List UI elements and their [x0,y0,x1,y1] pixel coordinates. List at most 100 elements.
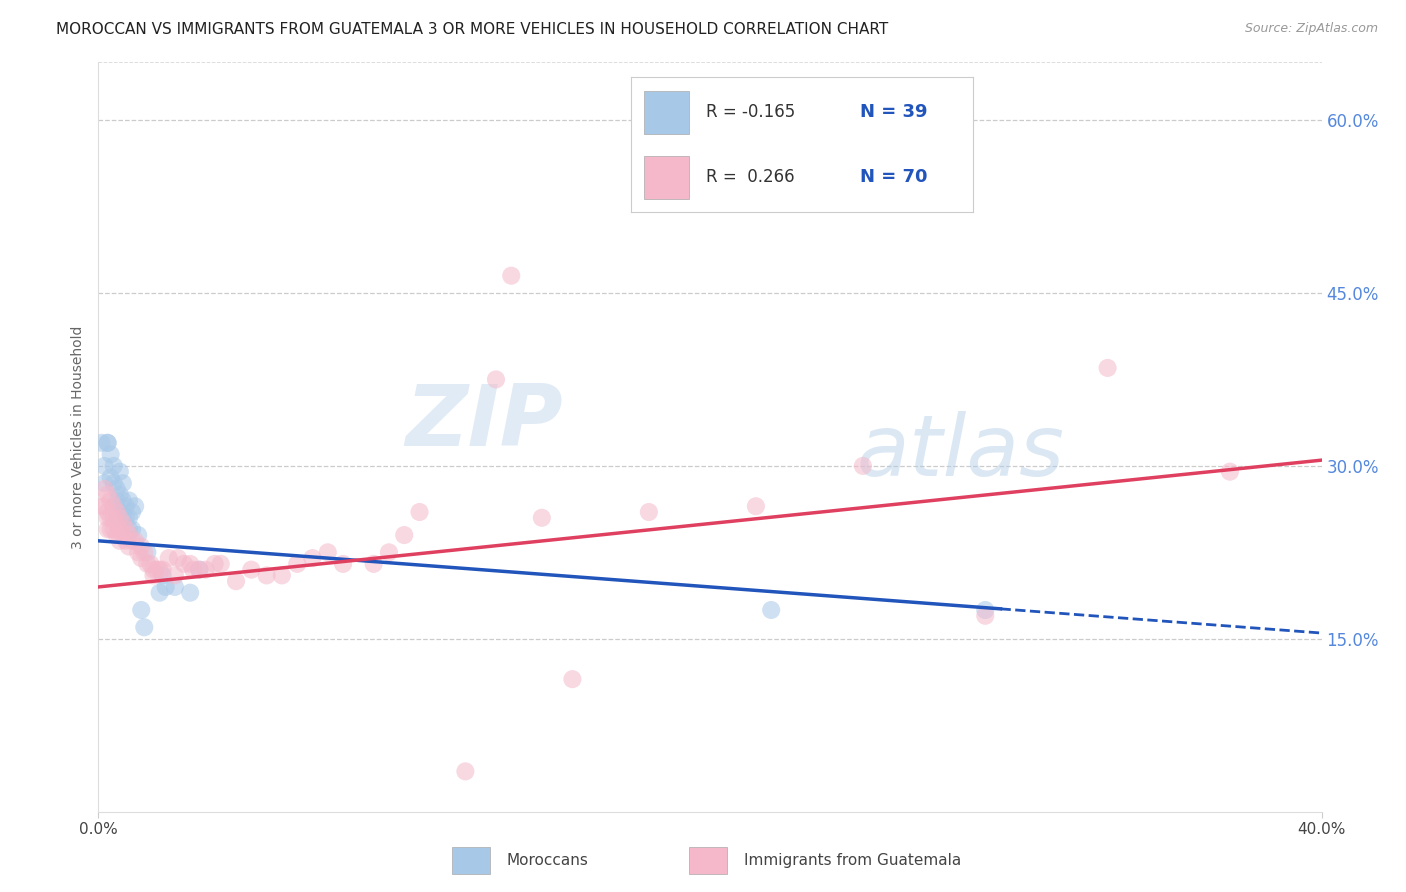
Point [124,500,146,514]
Point [974,603,997,617]
Point [108,522,131,536]
Point [103,458,125,473]
Point [105,516,128,531]
Point [103,522,125,536]
Point [134,620,156,634]
Point [136,557,159,571]
Point [127,545,149,559]
Point [93,476,115,491]
Point [530,510,553,524]
Point [124,533,146,548]
Point [111,510,134,524]
Point [111,476,134,491]
Point [301,551,323,566]
Point [103,510,125,524]
Point [1219,465,1241,479]
Point [136,545,159,559]
Text: MOROCCAN VS IMMIGRANTS FROM GUATEMALA 3 OR MORE VEHICLES IN HOUSEHOLD CORRELATIO: MOROCCAN VS IMMIGRANTS FROM GUATEMALA 3 … [56,22,889,37]
Point [285,557,308,571]
Point [105,510,128,524]
Point [90,500,112,514]
Point [129,551,152,566]
Point [121,505,143,519]
Point [105,505,128,519]
Point [103,500,125,514]
Point [100,522,122,536]
Point [108,465,131,479]
Point [97,435,120,450]
Point [142,568,165,582]
Point [121,533,143,548]
Text: Source: ZipAtlas.com: Source: ZipAtlas.com [1244,22,1378,36]
Point [485,372,508,386]
Point [501,268,523,283]
Point [100,493,122,508]
Point [100,470,122,484]
Point [97,505,120,519]
Point [139,557,162,571]
Point [392,528,416,542]
Y-axis label: 3 or more Vehicles in Household: 3 or more Vehicles in Household [72,326,86,549]
Point [240,563,263,577]
Point [97,435,120,450]
Point [852,458,875,473]
Point [90,435,112,450]
Point [121,522,143,536]
Point [179,557,201,571]
Text: atlas: atlas [856,410,1064,493]
Point [115,522,138,536]
Point [103,500,125,514]
Point [408,505,430,519]
Point [974,608,997,623]
Point [270,568,292,582]
Text: ZIP: ZIP [405,381,564,464]
Point [108,488,131,502]
Point [127,528,149,542]
Point [100,510,122,524]
Point [118,528,141,542]
Point [108,510,131,524]
Point [157,551,180,566]
Point [108,533,131,548]
Point [129,603,152,617]
Point [93,458,115,473]
Point [188,563,211,577]
Point [111,493,134,508]
Point [105,528,128,542]
Point [745,500,768,514]
Point [100,447,122,461]
Point [145,563,167,577]
Point [105,493,128,508]
Point [108,505,131,519]
Point [149,563,172,577]
Point [93,482,115,496]
Point [1097,360,1119,375]
Point [115,500,138,514]
Point [134,545,156,559]
Point [179,585,201,599]
Point [316,545,339,559]
Point [363,557,385,571]
Point [194,563,217,577]
Point [97,510,120,524]
Point [152,563,174,577]
Point [454,764,477,779]
Point [118,510,141,524]
Point [115,533,138,548]
Point [118,540,141,554]
Point [759,603,782,617]
Point [163,580,186,594]
Point [149,585,172,599]
Point [97,488,120,502]
Point [118,522,141,536]
Point [118,493,141,508]
Point [152,568,174,582]
Point [93,500,115,514]
Point [225,574,247,589]
Point [167,551,190,566]
Point [115,510,138,524]
Point [561,672,583,686]
Point [129,540,152,554]
Point [155,580,177,594]
Point [256,568,278,582]
